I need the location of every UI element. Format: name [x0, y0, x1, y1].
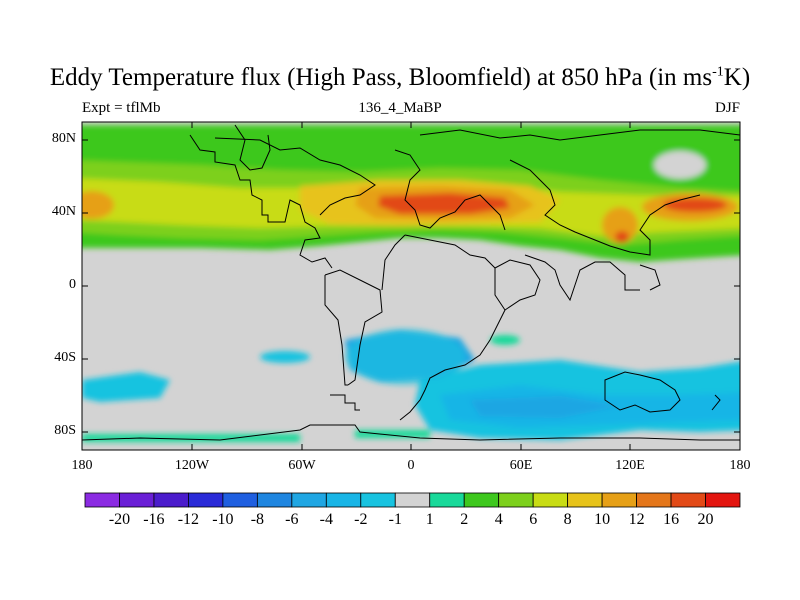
colorbar-label: 2 [460, 511, 469, 528]
colorbar-label: -8 [250, 511, 265, 528]
colorbar-label: 4 [494, 511, 503, 528]
greenland-outline [234, 124, 271, 171]
colorbar-label: -6 [285, 511, 299, 528]
colorbar-label: 8 [563, 511, 572, 528]
south-atlantic-outer [345, 329, 465, 385]
europe-outline [394, 149, 506, 231]
continent-outlines [82, 124, 740, 441]
arabia-outline [494, 259, 541, 311]
colorbar-label: -1 [388, 511, 402, 528]
nh-flux-field [82, 125, 740, 262]
antarctic-green-strip-2 [355, 430, 430, 438]
colorbar-swatch [394, 492, 431, 508]
antarctica-outline [82, 424, 740, 441]
title-unit-tail: K) [723, 64, 751, 91]
colorbar-swatch [463, 492, 500, 508]
pacific-red-core [663, 198, 727, 212]
lon-label-180-east: 180 [729, 458, 751, 473]
colorbar-label: 20 [697, 511, 714, 528]
colorbar-swatch [636, 492, 672, 508]
colorbar-swatch [325, 492, 362, 508]
colorbar-swatch [222, 492, 258, 508]
south-america-outline [324, 269, 383, 386]
colorbar-label: 10 [594, 511, 611, 528]
colorbar-swatch [188, 492, 224, 508]
title-exponent: -1 [712, 64, 724, 80]
india-outline [524, 254, 640, 302]
lon-label-120w: 120W [174, 458, 210, 473]
asia-orange-core [602, 207, 638, 243]
south-pacific-band [82, 372, 170, 402]
colorbar-swatch [601, 492, 637, 508]
colorbar-swatch [705, 492, 741, 508]
colorbar-swatch [532, 492, 569, 508]
arctic-gray-patch [654, 151, 706, 179]
colorbar-swatch [291, 492, 327, 508]
lon-label-180-west: 180 [71, 458, 93, 473]
canada-arctic-outline [214, 137, 376, 216]
colorbar-swatch [119, 492, 155, 508]
asia-red-spot [615, 231, 629, 243]
atlantic-orange-spot [82, 191, 114, 219]
colorbar-label: -12 [177, 511, 200, 528]
south-indian-green [490, 335, 520, 345]
colorbar-label: -16 [143, 511, 165, 528]
new-zealand-outline [711, 394, 721, 411]
colorbar-label: 12 [628, 511, 645, 528]
colorbar [84, 492, 741, 508]
season-label: DJF [714, 100, 740, 116]
lon-label-60e: 60E [509, 458, 533, 473]
tierra-del-fuego [330, 394, 360, 411]
lat-label-80s: 80S [54, 423, 76, 438]
plot-title: Eddy Temperature flux (High Pass, Bloomf… [0, 64, 800, 92]
colorbar-swatch [84, 492, 120, 508]
nh-core-red [378, 193, 510, 214]
antarctic-green-strip [82, 434, 300, 442]
colorbar-label: -2 [354, 511, 368, 528]
colorbar-swatch [360, 492, 396, 508]
colorbar-label: 1 [425, 511, 434, 528]
lat-label-40s: 40S [54, 350, 76, 365]
colorbar-label: -4 [319, 511, 333, 528]
lon-label-120e: 120E [615, 458, 645, 473]
australia-outline [604, 371, 681, 413]
sh-core-darkblue [470, 396, 620, 418]
colorbar-swatch [498, 492, 534, 508]
africa-outline [399, 234, 506, 421]
colorbar-swatch [567, 492, 603, 508]
asia-outline [419, 129, 740, 141]
run-label: 136_4_MaBP [358, 100, 442, 116]
asia-interior [509, 159, 701, 256]
lon-label-0: 0 [407, 458, 415, 473]
lat-label-40n: 40N [51, 204, 76, 219]
lon-label-60w: 60W [288, 458, 316, 473]
title-main: Eddy Temperature flux (High Pass, Bloomf… [49, 64, 713, 91]
south-america-west [324, 275, 348, 386]
lat-label-80n: 80N [51, 131, 76, 146]
colorbar-label: 6 [529, 511, 538, 528]
south-pacific-patch [260, 351, 310, 363]
colorbar-swatch [153, 492, 189, 508]
axis-ticks [82, 122, 740, 450]
colorbar-label: -20 [108, 511, 131, 528]
north-america-outline [189, 134, 333, 269]
experiment-label: Expt = tflMb [82, 100, 161, 116]
colorbar-swatch [670, 492, 706, 508]
colorbar-label: 16 [663, 511, 680, 528]
map-area [82, 122, 740, 450]
lat-label-0: 0 [69, 277, 76, 292]
southeast-asia [639, 264, 661, 291]
africa-west [381, 234, 406, 291]
colorbar-swatch [256, 492, 293, 508]
colorbar-swatch [429, 492, 465, 508]
colorbar-label: -10 [212, 511, 234, 528]
sh-flux-field [82, 329, 740, 442]
